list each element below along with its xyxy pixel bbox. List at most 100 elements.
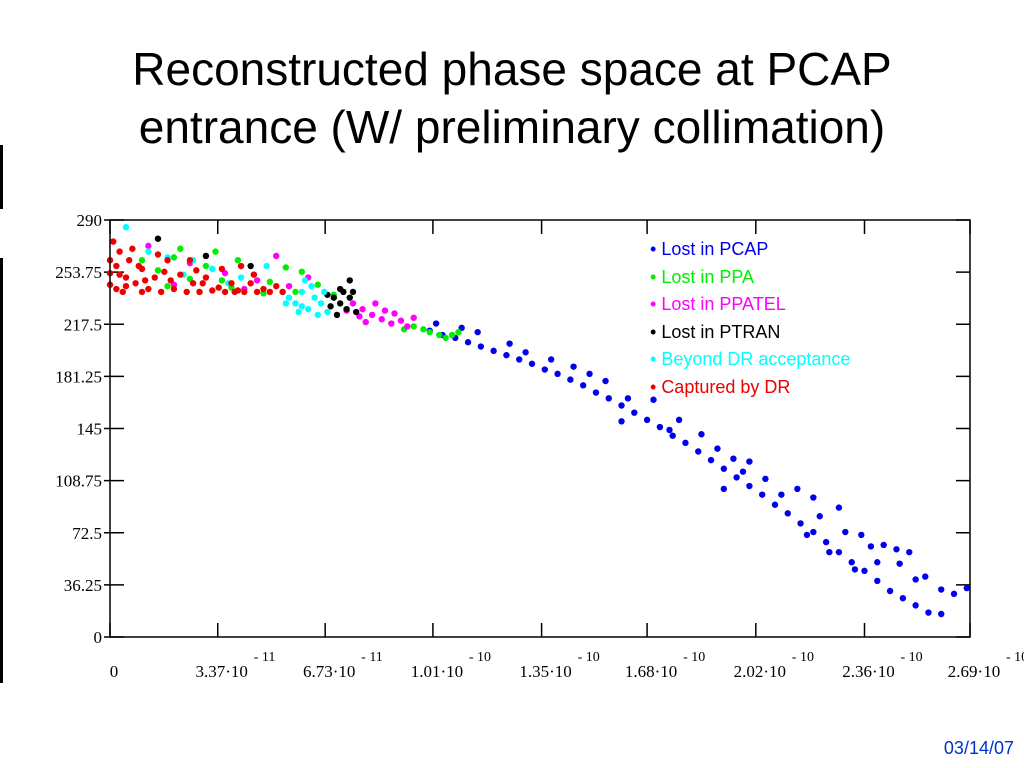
x-tick-exponent: - 10 [683, 650, 705, 665]
data-point [906, 548, 913, 556]
y-tick-label: 0 [94, 628, 103, 647]
data-point [253, 288, 261, 296]
data-point [810, 528, 817, 536]
data-point [803, 531, 811, 539]
x-tick-exponent: - 11 [361, 650, 383, 665]
data-point [896, 560, 903, 567]
data-point [822, 538, 830, 546]
data-point [359, 305, 366, 313]
data-point [202, 262, 210, 270]
data-point [164, 257, 171, 264]
data-point [292, 300, 299, 307]
data-point [797, 520, 804, 527]
data-point [739, 468, 747, 475]
data-point [221, 288, 229, 296]
data-point [618, 402, 625, 409]
data-point [129, 245, 136, 252]
data-point [336, 285, 344, 293]
data-point [477, 343, 485, 350]
x-tick-exponent: - 10 [900, 650, 922, 665]
data-point [893, 546, 900, 553]
data-point [279, 288, 286, 296]
data-point [592, 389, 600, 396]
data-point [410, 323, 417, 330]
legend-item: • Captured by DR [650, 374, 850, 402]
data-point [209, 265, 216, 273]
data-point [346, 277, 353, 284]
data-point [618, 418, 625, 425]
data-point [186, 257, 194, 264]
data-point [292, 288, 299, 296]
x-tick-exponent: - 10 [1006, 650, 1024, 665]
legend-label: Beyond DR acceptance [661, 349, 851, 369]
data-point [164, 282, 171, 290]
data-point [314, 281, 322, 288]
data-point [161, 268, 168, 275]
y-tick-label: 108.75 [55, 472, 102, 491]
data-point [835, 504, 843, 511]
data-point [189, 280, 197, 287]
data-point [145, 242, 152, 250]
legend-label: Lost in PCAP [661, 239, 769, 259]
x-tick-label: 2.02·10 [734, 662, 786, 681]
legend-bullet-icon: • [650, 349, 662, 369]
data-point [602, 377, 609, 385]
legend-label: Lost in PPATEL [661, 294, 786, 314]
data-point [282, 264, 290, 271]
title-line-1: Reconstructed phase space at PCAP [132, 43, 892, 95]
data-point [874, 577, 881, 585]
x-tick-exponent: - 10 [792, 650, 814, 665]
data-point [170, 254, 178, 261]
data-point [880, 541, 887, 549]
data-point [826, 548, 833, 556]
data-point [695, 448, 702, 455]
data-point [308, 282, 315, 290]
data-point [922, 573, 929, 580]
data-point [404, 323, 411, 330]
data-point [113, 262, 120, 270]
data-point [420, 326, 427, 333]
data-point [391, 310, 398, 317]
data-point [455, 328, 462, 336]
data-point [295, 308, 302, 316]
data-point [899, 594, 907, 602]
data-point [113, 285, 120, 293]
data-point [861, 567, 868, 575]
data-point [506, 340, 513, 347]
x-tick-exponent: - 11 [254, 650, 276, 665]
slide-title: Reconstructed phase space at PCAP entran… [0, 40, 1024, 156]
data-point [503, 351, 510, 359]
data-point [266, 288, 274, 296]
data-point [273, 282, 280, 290]
data-point [950, 590, 958, 598]
data-point [193, 267, 200, 274]
data-point [624, 395, 632, 402]
data-point [253, 277, 261, 284]
data-point [858, 531, 865, 539]
legend-item: • Beyond DR acceptance [650, 346, 850, 374]
data-point [707, 456, 715, 464]
data-point [154, 235, 162, 242]
data-point [698, 431, 705, 438]
y-tick-label: 145 [77, 420, 103, 439]
data-point [145, 285, 152, 293]
data-point [122, 274, 130, 281]
legend-item: • Lost in PPA [650, 264, 850, 292]
data-point [212, 248, 219, 255]
data-point [874, 559, 881, 566]
data-point [643, 416, 651, 424]
data-point [397, 317, 405, 324]
x-tick-label: 1.68·10 [625, 662, 677, 681]
data-point [851, 566, 859, 573]
legend: • Lost in PCAP • Lost in PPA • Lost in PPA… [650, 236, 850, 401]
data-point [912, 576, 919, 583]
data-point [109, 238, 117, 245]
x-tick-label: 2.36·10 [842, 662, 894, 681]
data-point [157, 288, 165, 296]
data-point [448, 331, 456, 339]
data-point [336, 300, 344, 307]
data-point [464, 339, 472, 346]
data-point [177, 271, 184, 278]
x-tick-label: 3.37·10 [196, 662, 248, 681]
